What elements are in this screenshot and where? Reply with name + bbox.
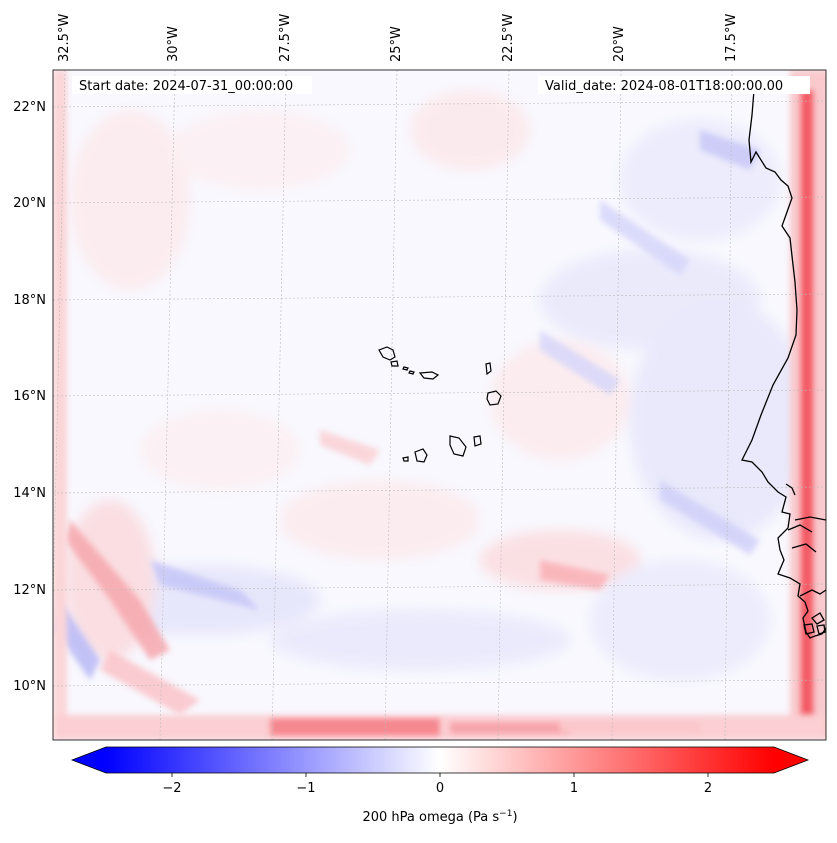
- colorbar-label-end: ): [512, 810, 517, 825]
- map-frame: [52, 69, 827, 741]
- lat-label: 18°N: [13, 293, 46, 308]
- graticule: [53, 70, 826, 740]
- colorbar-tick: −2: [162, 781, 181, 796]
- africa-coastline: [741, 89, 827, 639]
- lon-label: 20°W: [612, 26, 627, 62]
- colorbar-label: 200 hPa omega (Pa s−1): [362, 809, 517, 825]
- colorbar-outline: [70, 746, 810, 774]
- colorbar-label-main: 200 hPa omega (Pa s: [362, 810, 499, 825]
- colorbar-tick: 2: [704, 781, 712, 796]
- lat-label: 10°N: [13, 679, 46, 694]
- cape-verde-islands: [378, 346, 502, 463]
- lon-label: 30°W: [166, 26, 181, 62]
- colorbar-tick: −1: [296, 781, 315, 796]
- colorbar-max-extend: [774, 747, 808, 773]
- colorbar-min-extend: [72, 747, 106, 773]
- colorbar: −2 −1 0 1 2 200 hPa omega (Pa s−1): [70, 746, 810, 825]
- start-date-label: Start date: 2024-07-31_00:00:00: [79, 79, 293, 94]
- longitude-labels: 32.5°W 30°W 27.5°W 25°W 22.5°W 20°W 17.5…: [57, 14, 739, 62]
- lon-label: 27.5°W: [278, 14, 293, 62]
- colorbar-tick: 0: [436, 781, 444, 796]
- lon-label: 32.5°W: [57, 14, 72, 62]
- lat-label: 16°N: [13, 389, 46, 404]
- colorbar-body: [106, 747, 774, 773]
- colorbar-label-sup: −1: [499, 809, 512, 819]
- colorbar-tick: 1: [570, 781, 578, 796]
- lat-label: 14°N: [13, 486, 46, 501]
- lat-label: 12°N: [13, 583, 46, 598]
- lat-label: 22°N: [13, 100, 46, 115]
- lon-label: 22.5°W: [501, 14, 516, 62]
- valid-date-box: [538, 76, 810, 94]
- lon-label: 25°W: [389, 26, 404, 62]
- valid-date-label: Valid_date: 2024-08-01T18:00:00.00: [545, 79, 783, 94]
- start-date-box: [72, 76, 312, 94]
- latitude-labels: 22°N 20°N 18°N 16°N 14°N 12°N 10°N: [13, 100, 46, 694]
- lon-label: 17.5°W: [724, 14, 739, 62]
- lat-label: 20°N: [13, 196, 46, 211]
- omega-field: [53, 70, 826, 740]
